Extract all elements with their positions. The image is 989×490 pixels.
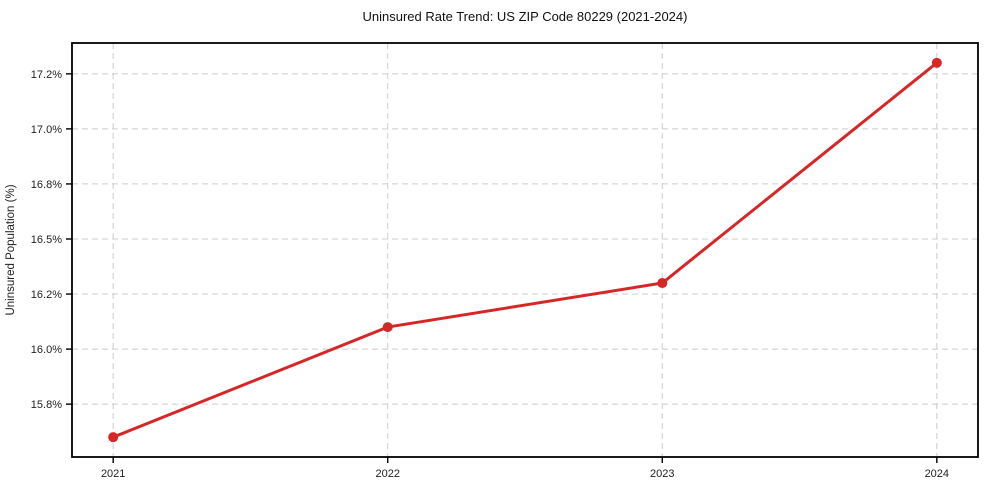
frame-layer: [71, 42, 979, 458]
y-axis-label: Uninsured Population (%): [5, 184, 17, 315]
y-tick-label: 16.5%: [31, 234, 62, 246]
data-point-marker: [931, 57, 942, 68]
y-tick-label: 16.8%: [31, 179, 62, 191]
y-tick-label: 17.0%: [31, 124, 62, 136]
x-tick-label: 2024: [925, 468, 949, 480]
data-point-marker: [108, 432, 119, 443]
data-point-marker: [657, 278, 668, 289]
y-tick-label: 15.8%: [31, 399, 62, 411]
data-point-marker: [382, 322, 393, 333]
x-tick-label: 2022: [375, 468, 399, 480]
y-tick-label: 16.0%: [31, 344, 62, 356]
y-tick-label: 17.2%: [31, 69, 62, 81]
grid-layer: [72, 43, 978, 457]
plot-frame: [71, 42, 979, 458]
series-layer: [108, 57, 942, 443]
y-tick-label: 16.2%: [31, 289, 62, 301]
chart-title: Uninsured Rate Trend: US ZIP Code 80229 …: [363, 9, 688, 24]
data-line: [111, 61, 939, 439]
x-tick-label: 2023: [650, 468, 674, 480]
x-tick-label: 2021: [101, 468, 125, 480]
tick-layer: 15.8% 16.0% 16.2% 16.5% 16.8% 17.0% 17.2% 2021 2…: [31, 69, 949, 480]
